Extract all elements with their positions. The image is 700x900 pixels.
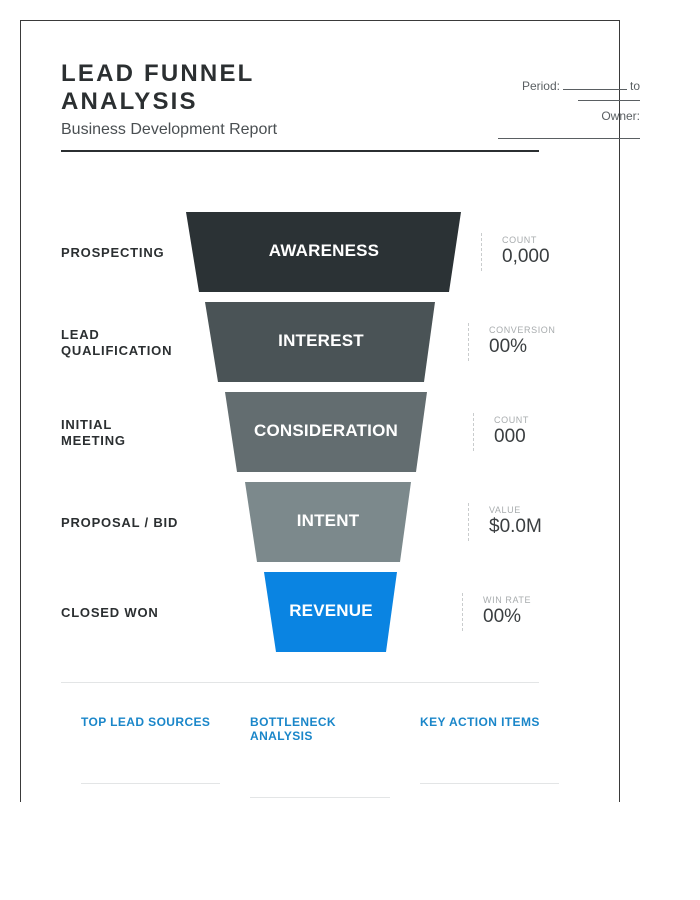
metric-awareness: COUNT 0,000 <box>481 233 550 271</box>
metric-label: CONVERSION <box>489 325 556 335</box>
stage-label-prospecting: PROSPECTING <box>61 245 165 260</box>
metric-intent: VALUE $0.0M <box>468 503 542 541</box>
period-end-field[interactable] <box>578 100 640 101</box>
period-row: Period: to <box>522 78 640 93</box>
metric-interest: CONVERSION 00% <box>468 323 556 361</box>
page-subtitle: Business Development Report <box>61 121 278 138</box>
funnel-segment-awareness <box>186 212 461 292</box>
section-line-key-action-items <box>420 783 559 784</box>
metric-label: COUNT <box>502 235 537 245</box>
stage-name-interest: INTEREST <box>278 331 364 350</box>
section-bottleneck-analysis: BOTTLENECK ANALYSIS <box>250 715 336 743</box>
period-to-label: to <box>629 79 640 93</box>
section-key-action-items: KEY ACTION ITEMS <box>420 715 540 729</box>
metric-label: VALUE <box>489 505 521 515</box>
section-top-lead-sources: TOP LEAD SOURCES <box>81 715 211 729</box>
section-line-top-lead-sources <box>81 783 220 784</box>
owner-label: Owner: <box>601 109 640 123</box>
funnel-graphic <box>186 212 461 652</box>
stage-name-intent: INTENT <box>296 511 360 530</box>
period-label: Period: <box>521 79 560 93</box>
metric-label: WIN RATE <box>483 595 532 605</box>
page-title: LEAD FUNNEL ANALYSIS <box>61 60 255 115</box>
metric-value: 00% <box>489 336 528 357</box>
stage-label-lead-qualification: LEAD QUALIFICATION <box>61 327 173 358</box>
footer-divider <box>61 682 539 683</box>
funnel-segment-revenue <box>264 572 397 652</box>
stage-label-proposal-bid: PROPOSAL / BID <box>61 515 179 530</box>
metric-consideration: COUNT 000 <box>473 413 529 451</box>
section-line-bottleneck-analysis <box>250 797 390 798</box>
funnel-segment-intent <box>245 482 411 562</box>
stage-name-consideration: CONSIDERATION <box>254 421 398 440</box>
stage-label-initial-meeting: INITIAL MEETING <box>61 417 126 448</box>
owner-field[interactable] <box>498 138 640 139</box>
stage-name-awareness: AWARENESS <box>268 241 380 260</box>
metric-label: COUNT <box>494 415 529 425</box>
period-start-field[interactable] <box>562 78 627 90</box>
metric-value: 0,000 <box>502 246 550 267</box>
stage-name-revenue: REVENUE <box>289 601 373 620</box>
header-divider <box>61 150 539 152</box>
metric-value: 000 <box>494 426 526 447</box>
metric-revenue: WIN RATE 00% <box>462 593 531 631</box>
funnel-segment-consideration <box>225 392 427 472</box>
funnel-segment-interest <box>205 302 435 382</box>
metric-value: 00% <box>483 606 522 627</box>
stage-label-closed-won: CLOSED WON <box>61 605 159 620</box>
metric-value: $0.0M <box>489 516 542 537</box>
